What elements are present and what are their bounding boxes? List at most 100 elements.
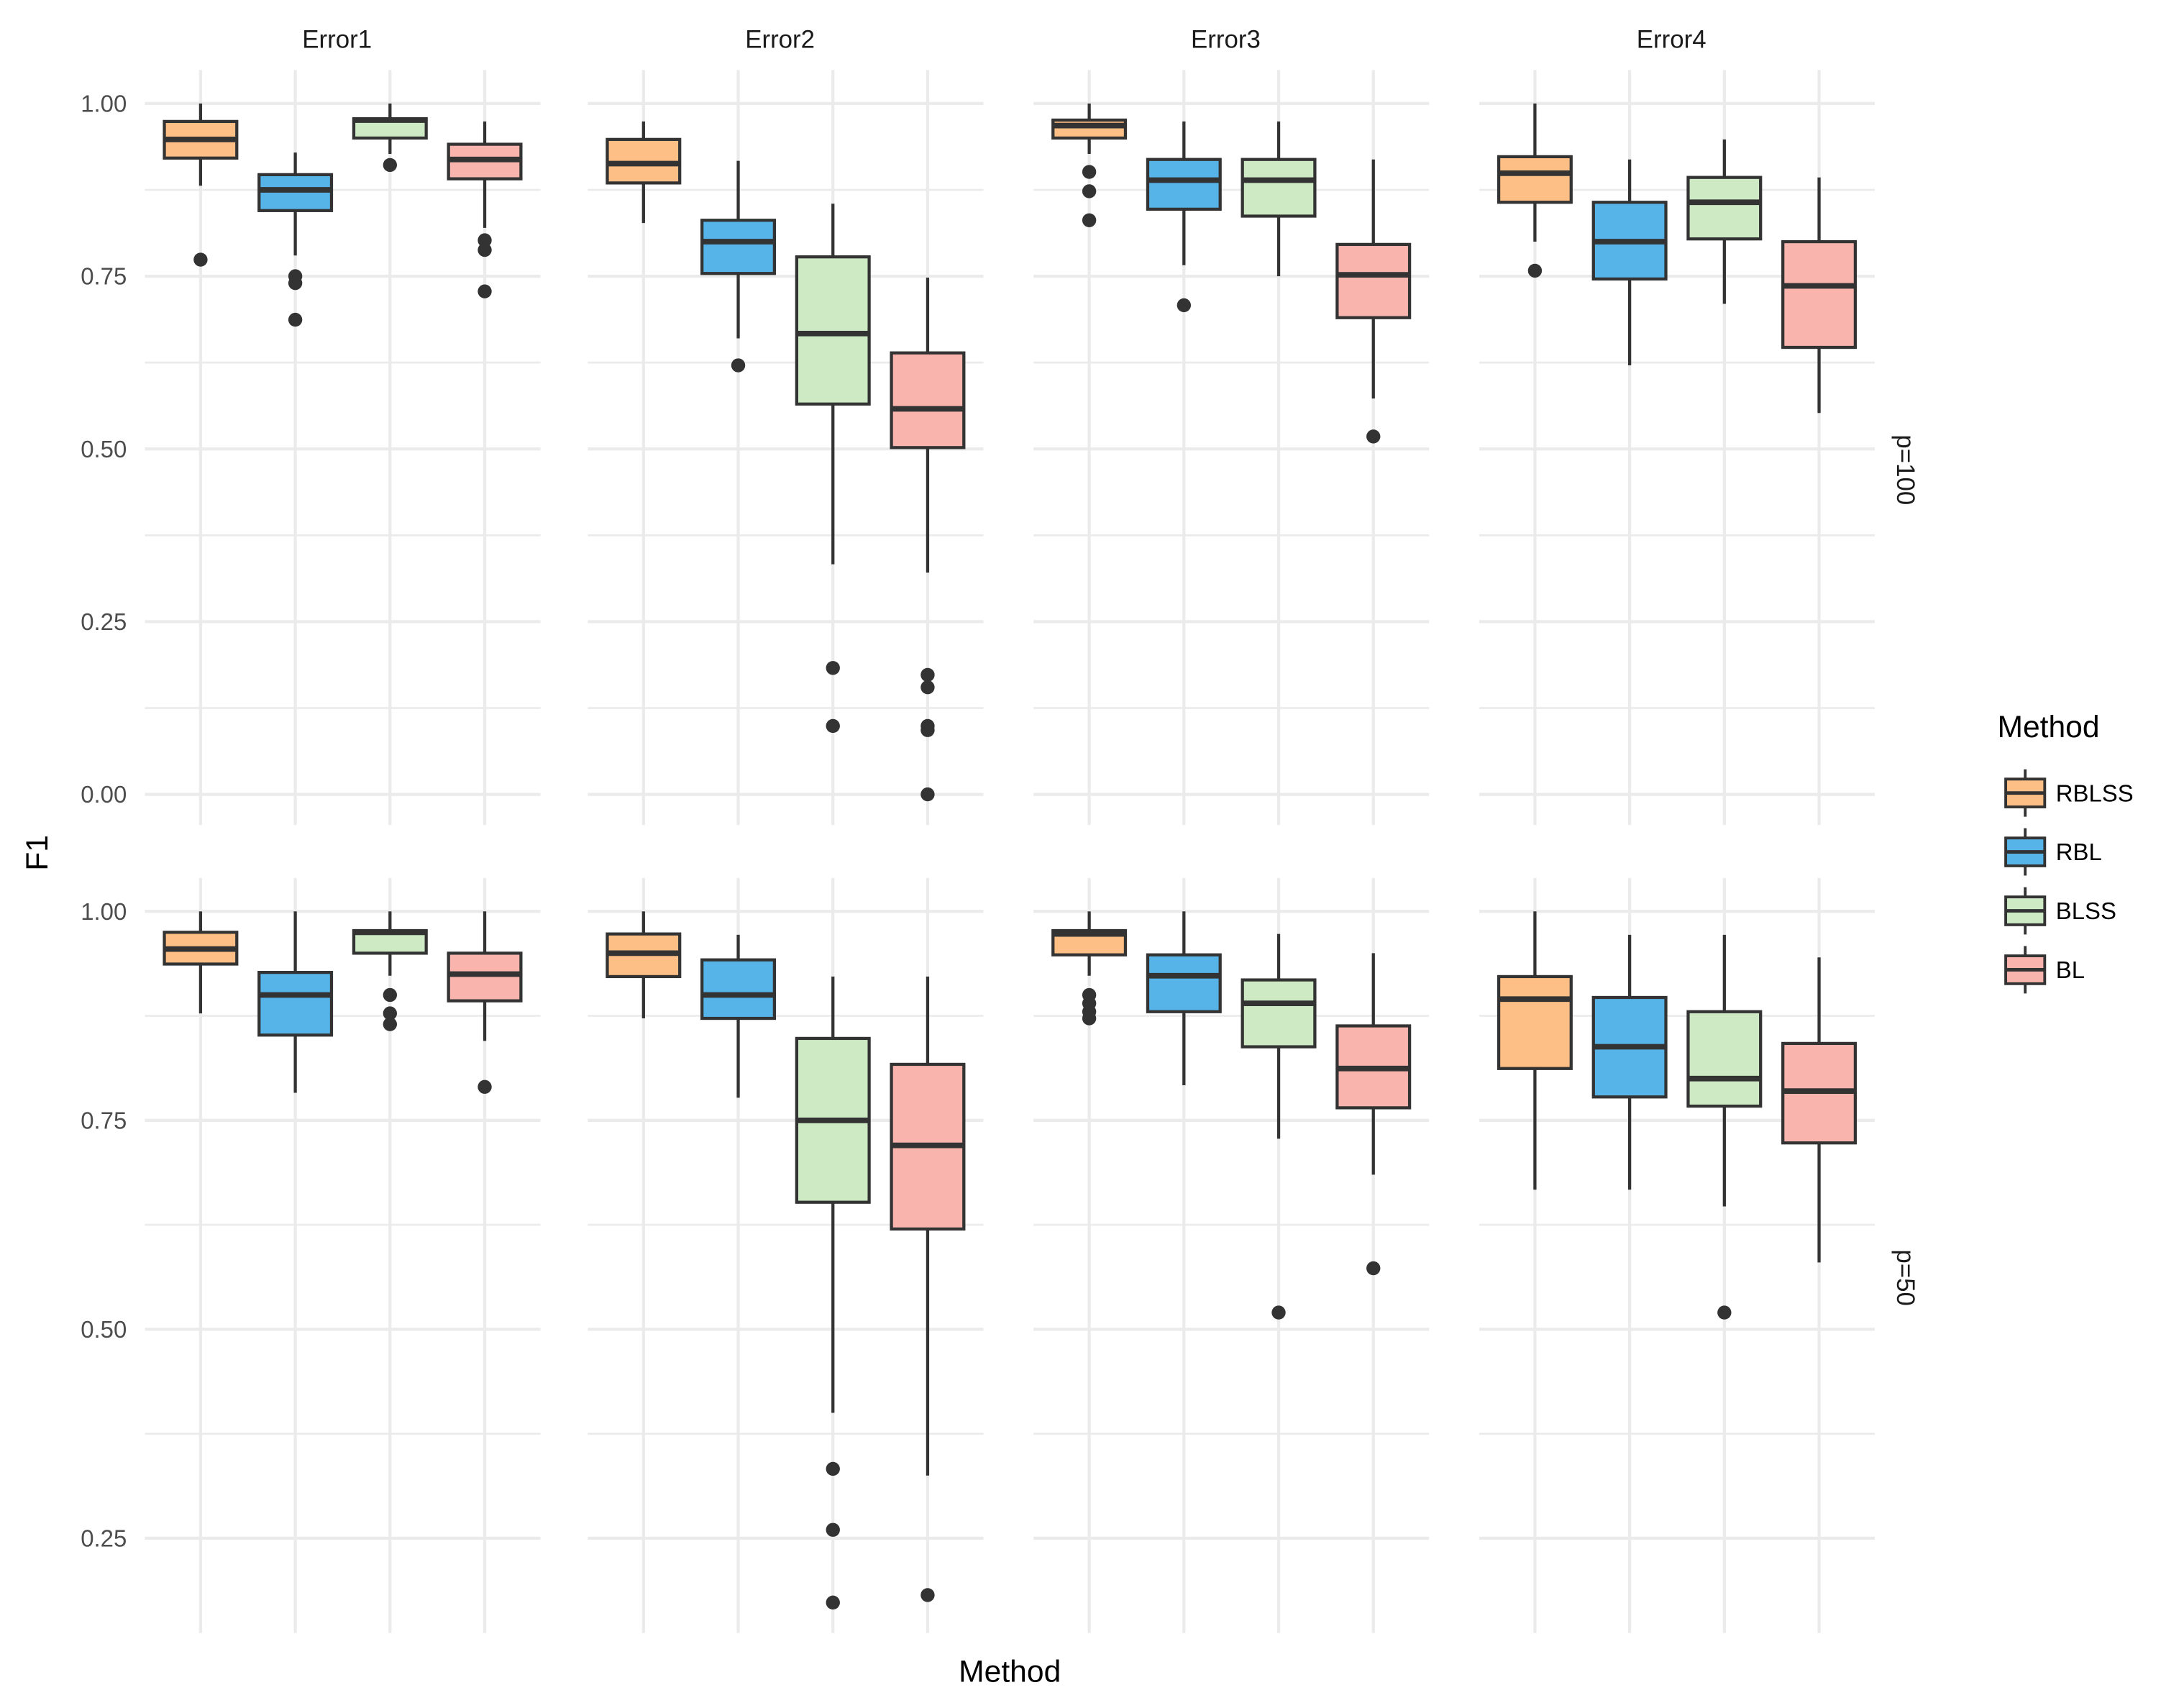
outlier-point — [1176, 298, 1192, 313]
legend-item-rbl: RBL — [2004, 828, 2102, 876]
box-rbl — [1146, 911, 1222, 1086]
box-rblss — [1051, 103, 1128, 227]
outlier-point — [383, 1006, 398, 1021]
iqr-box — [700, 219, 777, 275]
outlier-point — [1366, 429, 1381, 444]
box-blss — [1241, 933, 1317, 1320]
box-rblss — [1051, 911, 1128, 1026]
outlier-point — [478, 1079, 492, 1095]
box-blss — [352, 911, 428, 1031]
box-rblss — [163, 911, 239, 1014]
box-rblss — [1497, 911, 1573, 1190]
panel-error3-p50 — [1033, 877, 1430, 1633]
iqr-box — [1497, 155, 1573, 204]
box-rblss — [163, 103, 239, 267]
box-rbl — [1591, 934, 1668, 1190]
box-rblss — [1497, 103, 1573, 278]
box-bl — [890, 976, 966, 1602]
legend-item-blss: BLSS — [2004, 887, 2116, 935]
y-tick-label: 0.25 — [81, 608, 127, 635]
y-axis-title: F1 — [20, 835, 55, 871]
iqr-box — [890, 351, 966, 449]
box-bl — [890, 277, 966, 802]
y-tick-label: 0.25 — [81, 1525, 127, 1551]
outlier-point — [383, 1017, 398, 1031]
iqr-box — [257, 970, 334, 1037]
panel-error4-p50 — [1479, 877, 1875, 1633]
outlier-point — [1082, 213, 1097, 227]
outlier-point — [1082, 165, 1097, 179]
iqr-box — [1686, 175, 1763, 241]
legend-label: BL — [2056, 956, 2085, 983]
outlier-point — [826, 1522, 840, 1537]
box-bl — [447, 121, 523, 298]
legend-label: RBLSS — [2056, 780, 2134, 806]
outlier-point — [920, 723, 935, 737]
iqr-box — [1241, 978, 1317, 1049]
outlier-point — [478, 233, 492, 247]
outlier-point — [920, 680, 935, 695]
legend-item-rblss: RBLSS — [2004, 769, 2134, 817]
iqr-box — [700, 958, 777, 1021]
iqr-box — [1335, 242, 1412, 319]
box-rbl — [257, 152, 334, 327]
outlier-point — [478, 284, 492, 298]
panel-error1-p100 — [145, 70, 541, 826]
iqr-box — [1781, 239, 1858, 350]
outlier-point — [1527, 263, 1543, 278]
box-bl — [1335, 159, 1412, 444]
y-tick-label: 1.00 — [81, 898, 127, 925]
iqr-box — [1146, 157, 1222, 211]
box-rbl — [700, 160, 777, 373]
facet-label-p100: p=100 — [1891, 434, 1919, 505]
facet-label-error3: Error3 — [1191, 25, 1261, 53]
box-rbl — [257, 911, 334, 1093]
box-bl — [1335, 953, 1412, 1276]
outlier-point — [826, 661, 840, 675]
outlier-point — [383, 157, 398, 173]
facet-label-error1: Error1 — [302, 25, 372, 53]
outlier-point — [920, 667, 935, 682]
iqr-box — [1686, 1010, 1763, 1108]
outlier-point — [288, 275, 303, 291]
outlier-point — [1082, 1011, 1097, 1026]
outlier-point — [1271, 1305, 1286, 1320]
iqr-box — [1241, 157, 1317, 218]
box-blss — [1686, 139, 1763, 304]
facet-label-error2: Error2 — [745, 25, 815, 53]
outlier-point — [478, 242, 492, 257]
legend: Method RBLSS RBL BLSS BL — [1997, 710, 2134, 994]
outlier-point — [193, 252, 208, 267]
outlier-point — [920, 787, 935, 802]
panel-error3-p100 — [1033, 70, 1430, 826]
box-rblss — [606, 911, 682, 1019]
y-tick-label: 0.75 — [81, 1107, 127, 1133]
y-tick-label: 0.00 — [81, 781, 127, 808]
panel-error2-p50 — [588, 877, 984, 1633]
iqr-box — [795, 255, 871, 406]
legend-title: Method — [1997, 710, 2099, 744]
box-rbl — [1591, 159, 1668, 366]
outlier-point — [1366, 1261, 1381, 1276]
box-blss — [1686, 934, 1763, 1320]
outlier-point — [288, 312, 303, 327]
y-tick-label: 0.75 — [81, 263, 127, 290]
legend-label: RBL — [2056, 839, 2102, 865]
iqr-box — [1051, 118, 1128, 140]
box-rbl — [1146, 121, 1222, 313]
facet-label-error4: Error4 — [1637, 25, 1706, 53]
y-tick-label: 0.50 — [81, 1316, 127, 1343]
iqr-box — [447, 951, 523, 1003]
box-bl — [447, 911, 523, 1095]
panel-error1-p50 — [145, 877, 541, 1633]
panel-error2-p100 — [588, 70, 984, 826]
x-axis-title: Method — [959, 1654, 1061, 1689]
box-blss — [1241, 121, 1317, 277]
outlier-point — [826, 718, 840, 734]
outlier-point — [731, 358, 746, 373]
y-tick-label: 0.50 — [81, 436, 127, 462]
outlier-point — [1717, 1305, 1732, 1320]
box-rbl — [700, 934, 777, 1098]
box-blss — [795, 204, 871, 734]
outlier-point — [826, 1595, 840, 1610]
